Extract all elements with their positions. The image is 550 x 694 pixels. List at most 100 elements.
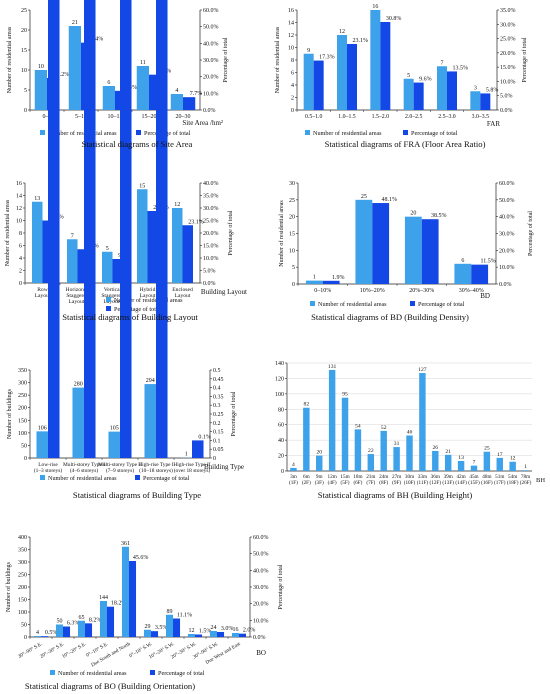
- y2-tick-label: 0.0%: [203, 281, 216, 287]
- data-label-percent: 30.8%: [386, 16, 402, 22]
- y-tick-label: 25: [21, 8, 27, 14]
- data-label-percent: 23.1%: [188, 219, 204, 225]
- y-tick-label: 6: [19, 244, 22, 250]
- legend-swatch-count: [310, 301, 315, 306]
- data-label-count: 89: [166, 609, 172, 615]
- y-tick-label: 50: [21, 443, 27, 449]
- bar-count: [67, 239, 78, 283]
- bar-count: [470, 91, 481, 110]
- legend-label-percent: Percentage of total: [418, 301, 465, 308]
- category-label: 10°–20° S.E.: [61, 640, 88, 660]
- legend-swatch-count: [305, 130, 310, 135]
- data-label-count: 7: [71, 233, 74, 239]
- y2-tick-label: 60.0%: [253, 535, 269, 541]
- y-tick-label: 100: [18, 610, 27, 616]
- y2-tick-label: 35.0%: [203, 194, 219, 200]
- y-tick-label: 8: [19, 231, 22, 237]
- data-label-count: 131: [328, 364, 337, 370]
- bar-count: [33, 636, 41, 637]
- y2-tick-label: 20.0%: [500, 51, 516, 57]
- chart-bd: 0 5 10 15 20 25 30 0.0% 10.0% 20.0% 30.0% 40.0% 50.0…: [278, 181, 534, 308]
- y-tick-label: 2: [291, 96, 294, 102]
- category-label: 39m (13F): [442, 474, 454, 486]
- legend-swatch-percent: [136, 130, 141, 135]
- legend-swatch-percent: [106, 306, 111, 311]
- category-label: 15–20: [142, 114, 157, 120]
- y2-tick-label: 0.45: [213, 377, 224, 383]
- category-label: 54m (18F): [507, 474, 519, 486]
- bar-count: [355, 199, 373, 284]
- bar-count: [406, 435, 413, 471]
- data-label-count: 3: [474, 85, 477, 91]
- y-tick-label: 150: [18, 418, 27, 424]
- y2-tick-label: 0.25: [213, 412, 224, 418]
- y-tick-label: 25: [289, 198, 295, 204]
- x-axis-title: BD: [480, 292, 490, 300]
- data-label-count: 16: [232, 627, 238, 633]
- y2-tick-label: 40.0%: [203, 181, 219, 187]
- bar-count: [403, 78, 414, 110]
- bar-percent: [192, 440, 204, 458]
- bar-percent: [380, 22, 391, 110]
- data-label-count: 12: [510, 456, 516, 462]
- x-axis-title: Building Layout: [201, 288, 247, 296]
- bar-percent: [413, 82, 424, 110]
- data-label-count: 4: [292, 462, 295, 468]
- bar-count: [303, 407, 310, 471]
- y-tick-label: 40: [278, 438, 284, 444]
- bar-count: [32, 201, 43, 283]
- bar-count: [231, 633, 239, 637]
- data-label-percent: 38.5%: [431, 213, 447, 219]
- bar-count: [102, 86, 115, 110]
- legend-swatch-count: [40, 130, 45, 135]
- y-tick-label: 250: [18, 393, 27, 399]
- y-tick-label: 4: [291, 83, 294, 89]
- data-label-count: 13: [34, 196, 40, 202]
- y2-tick-label: 0.1: [213, 438, 221, 444]
- y2-tick-label: 60.0%: [203, 8, 219, 14]
- bar-percent: [480, 93, 491, 110]
- y2-tick-label: 30.0%: [203, 58, 219, 64]
- category-label: 21m (7F): [366, 474, 375, 486]
- bar-percent: [63, 626, 71, 637]
- y2-tick-label: 25.0%: [500, 37, 516, 43]
- data-label-count: 16: [372, 4, 378, 10]
- y-tick-label: 14: [288, 21, 294, 27]
- bar-percent: [447, 71, 457, 110]
- bar-count: [165, 614, 173, 637]
- chart-title-far: Statistical diagrams of FRA (Floor Area …: [324, 139, 486, 149]
- data-label-count: 7: [441, 60, 444, 66]
- chart-bo: 0 50 100 150 200 250 300 350 400 0.0% 10.0% 20.0% 30…: [5, 535, 284, 677]
- bar-percent: [182, 225, 193, 283]
- data-label-count: 95: [342, 392, 348, 398]
- category-label: Multi-storey Type I (4–6 storeys): [63, 462, 105, 474]
- y-tick-label: 20: [289, 215, 295, 221]
- y-tick-label: 80: [278, 407, 284, 413]
- bar-count: [367, 454, 375, 471]
- legend-label-percent: Percentage of total: [411, 130, 458, 137]
- bar-percent: [84, 0, 96, 458]
- category-label: 3.0–3.5: [472, 114, 489, 120]
- y-tick-label: 12: [288, 33, 294, 39]
- data-label-count: 12: [188, 628, 194, 634]
- y2-tick-label: 30.0%: [253, 585, 269, 591]
- y2-axis-title: Percentage of total: [521, 37, 528, 82]
- y2-tick-label: 10.0%: [253, 618, 269, 624]
- y-axis-title: Number of residential areas: [274, 26, 281, 93]
- y2-tick-label: 20.0%: [499, 248, 515, 254]
- category-label: 10%–20%: [360, 288, 385, 294]
- chart-title-bd: Statistical diagrams of BD (Building Den…: [311, 312, 469, 322]
- y-tick-label: 200: [18, 406, 27, 412]
- data-label-percent: 9.6%: [419, 77, 432, 83]
- y2-tick-label: 40.0%: [253, 568, 269, 574]
- y-tick-label: 250: [18, 573, 27, 579]
- legend-swatch-percent: [135, 475, 140, 480]
- bar-count: [108, 431, 120, 458]
- data-label-percent: 3.5%: [155, 625, 168, 631]
- y2-tick-label: 0: [213, 456, 216, 462]
- bar-count: [337, 35, 347, 110]
- bar-count: [437, 66, 447, 110]
- y2-axis-title: Percentage of total: [227, 210, 234, 255]
- bar-percent: [112, 259, 123, 283]
